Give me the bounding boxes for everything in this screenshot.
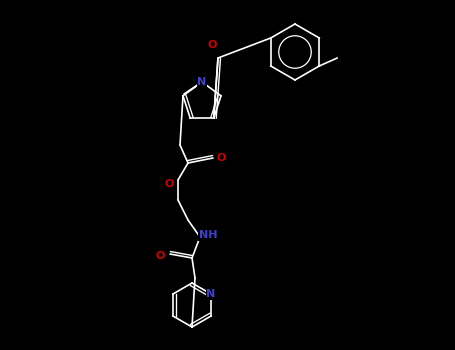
Text: NH: NH: [199, 230, 217, 240]
Text: N: N: [207, 289, 216, 299]
Text: O: O: [216, 153, 226, 163]
Text: O: O: [155, 251, 165, 261]
Text: N: N: [197, 77, 207, 87]
Text: O: O: [164, 179, 174, 189]
Text: O: O: [207, 40, 217, 50]
